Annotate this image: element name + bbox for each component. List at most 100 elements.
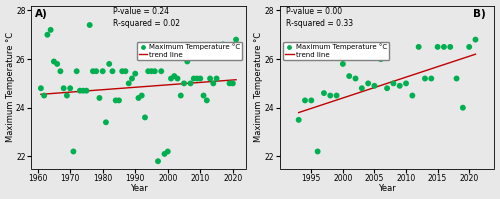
Point xyxy=(190,77,198,80)
Point xyxy=(70,150,78,153)
Point xyxy=(112,99,120,102)
Point xyxy=(124,82,132,85)
Point xyxy=(408,94,416,97)
Point xyxy=(196,77,204,80)
Point xyxy=(108,70,116,73)
Point xyxy=(141,116,149,119)
Point xyxy=(138,94,145,97)
Point xyxy=(98,70,106,73)
Point xyxy=(63,94,71,97)
Text: P-value = 0.24
R-squared = 0.02: P-value = 0.24 R-squared = 0.02 xyxy=(112,7,180,28)
Y-axis label: Maximum Temperature °C: Maximum Temperature °C xyxy=(6,32,15,142)
Point xyxy=(332,94,340,97)
Point xyxy=(50,60,58,63)
Point xyxy=(465,45,473,49)
Point xyxy=(326,94,334,97)
Point xyxy=(105,62,113,65)
Point xyxy=(154,160,162,163)
Point xyxy=(402,82,410,85)
Point xyxy=(383,87,391,90)
Point xyxy=(320,92,328,95)
Point xyxy=(226,82,234,85)
Point xyxy=(158,70,166,73)
Point xyxy=(345,74,353,78)
Point xyxy=(76,89,84,92)
Point xyxy=(40,94,48,97)
Point xyxy=(37,87,45,90)
Point xyxy=(314,150,322,153)
Point xyxy=(212,77,220,80)
Point xyxy=(131,72,139,75)
Point xyxy=(358,87,366,90)
Point xyxy=(193,77,201,80)
Point xyxy=(301,99,309,102)
Point xyxy=(144,70,152,73)
Point xyxy=(56,70,64,73)
Point xyxy=(102,121,110,124)
Point xyxy=(434,45,442,49)
Point xyxy=(122,70,130,73)
Point xyxy=(396,84,404,87)
Point xyxy=(89,70,97,73)
Point xyxy=(446,45,454,49)
Point xyxy=(66,87,74,90)
Point xyxy=(92,70,100,73)
Point xyxy=(186,82,194,85)
X-axis label: Year: Year xyxy=(378,184,396,193)
Point xyxy=(86,23,94,27)
Point xyxy=(167,77,175,80)
Point xyxy=(53,62,61,65)
Point xyxy=(222,45,230,49)
Point xyxy=(294,118,302,121)
Point xyxy=(421,77,429,80)
Text: A): A) xyxy=(36,9,48,19)
Point xyxy=(174,77,182,80)
Point xyxy=(414,45,422,49)
Point xyxy=(79,89,87,92)
Point xyxy=(339,62,347,65)
Point xyxy=(118,70,126,73)
Point xyxy=(200,94,207,97)
Point xyxy=(148,70,156,73)
Y-axis label: Maximum Temperature °C: Maximum Temperature °C xyxy=(254,32,263,142)
Point xyxy=(472,38,480,41)
Point xyxy=(46,28,54,31)
Point xyxy=(216,45,224,49)
Point xyxy=(128,77,136,80)
Point xyxy=(180,82,188,85)
Point xyxy=(134,96,142,100)
Point xyxy=(452,77,460,80)
Point xyxy=(72,70,80,73)
Point xyxy=(210,82,218,85)
Point xyxy=(170,74,178,78)
Point xyxy=(184,60,192,63)
Point xyxy=(177,94,185,97)
Text: B): B) xyxy=(473,9,486,19)
Point xyxy=(370,84,378,87)
Legend: Maximum Temperature °C, trend line: Maximum Temperature °C, trend line xyxy=(283,42,389,60)
Point xyxy=(229,82,237,85)
Legend: Maximum Temperature °C, trend line: Maximum Temperature °C, trend line xyxy=(136,42,242,60)
Point xyxy=(440,45,448,49)
Point xyxy=(160,152,168,155)
Point xyxy=(203,99,211,102)
Point xyxy=(44,33,52,36)
Point xyxy=(308,99,316,102)
Point xyxy=(206,77,214,80)
Point xyxy=(377,58,385,61)
Point xyxy=(164,150,172,153)
Point xyxy=(82,89,90,92)
Point xyxy=(219,43,227,46)
Text: P-value = 0.00
R-squared = 0.33: P-value = 0.00 R-squared = 0.33 xyxy=(286,7,354,28)
Point xyxy=(115,99,123,102)
Point xyxy=(150,70,158,73)
Point xyxy=(60,87,68,90)
Point xyxy=(459,106,467,109)
Point xyxy=(428,77,436,80)
Point xyxy=(352,77,360,80)
Point xyxy=(390,82,398,85)
Point xyxy=(232,38,240,41)
Point xyxy=(96,96,104,100)
X-axis label: Year: Year xyxy=(130,184,148,193)
Point xyxy=(364,82,372,85)
